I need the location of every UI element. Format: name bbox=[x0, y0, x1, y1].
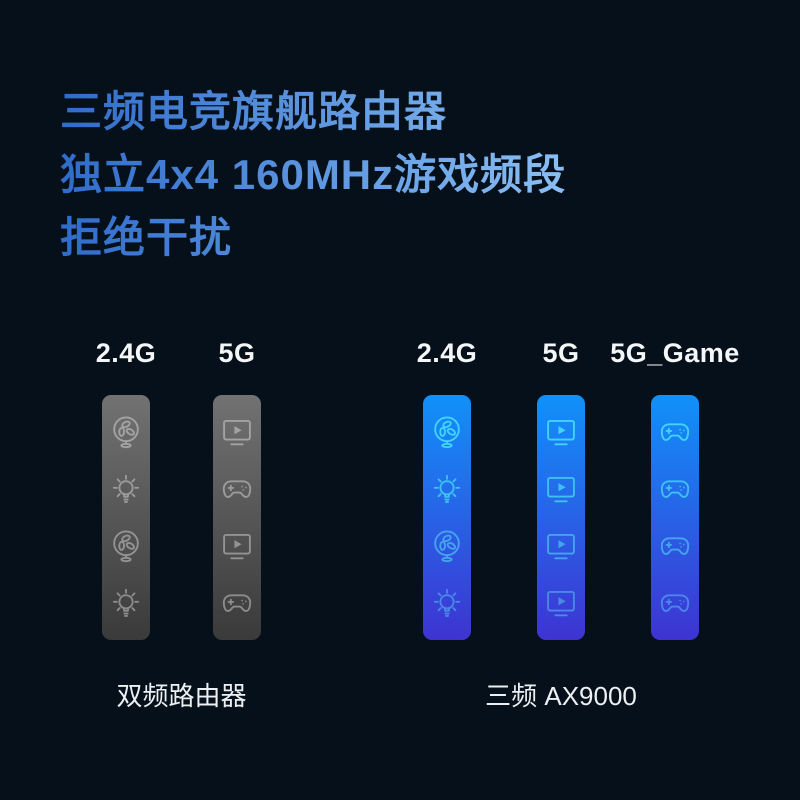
gamepad-icon bbox=[219, 471, 255, 507]
band-bar bbox=[537, 395, 585, 640]
gamepad-icon bbox=[657, 585, 693, 621]
group-caption-dual: 双频路由器 bbox=[116, 681, 247, 711]
title-line-2: 独立4x4 160MHz游戏频段 bbox=[60, 143, 566, 206]
band-label: 5G_Game bbox=[610, 338, 740, 368]
bulb-icon bbox=[108, 471, 144, 507]
band-bar bbox=[213, 395, 261, 640]
tv-icon bbox=[543, 528, 579, 564]
bulb-icon bbox=[429, 585, 465, 621]
tv-icon bbox=[543, 471, 579, 507]
tv-icon bbox=[219, 414, 255, 450]
tv-icon bbox=[543, 585, 579, 621]
fan-icon bbox=[429, 414, 465, 450]
band-label: 2.4G bbox=[95, 338, 157, 368]
gamepad-icon bbox=[657, 414, 693, 450]
band-column: 5G_Game bbox=[610, 338, 739, 640]
band-bar bbox=[102, 395, 150, 640]
title-line-3: 拒绝干扰 bbox=[60, 206, 232, 269]
band-label: 2.4G bbox=[416, 338, 478, 368]
gamepad-icon bbox=[219, 585, 255, 621]
fan-icon bbox=[108, 528, 144, 564]
band-label: 5G bbox=[218, 338, 256, 368]
band-column: 5G bbox=[213, 338, 261, 640]
triband-ax9000-group: 2.4G 5G 5G_Game 三频 AX9000 bbox=[417, 338, 740, 713]
band-bar bbox=[651, 395, 699, 640]
bulb-icon bbox=[429, 471, 465, 507]
fan-icon bbox=[108, 414, 144, 450]
page-title: 三频电竞旗舰路由器 独立4x4 160MHz游戏频段 拒绝干扰 bbox=[60, 80, 566, 269]
fan-icon bbox=[429, 528, 465, 564]
band-bar bbox=[423, 395, 471, 640]
band-label: 5G bbox=[542, 338, 580, 368]
tv-icon bbox=[543, 414, 579, 450]
tv-icon bbox=[219, 528, 255, 564]
gamepad-icon bbox=[657, 528, 693, 564]
triband-columns: 2.4G 5G 5G_Game bbox=[417, 338, 739, 640]
band-column: 2.4G bbox=[96, 338, 156, 640]
dual-band-router-group: 2.4G 5G 双频路由器 bbox=[96, 338, 261, 713]
gamepad-icon bbox=[657, 471, 693, 507]
group-caption-triband: 三频 AX9000 bbox=[485, 681, 637, 711]
band-column: 5G bbox=[537, 338, 585, 640]
dual-band-columns: 2.4G 5G bbox=[96, 338, 261, 640]
title-line-1: 三频电竞旗舰路由器 bbox=[60, 80, 447, 143]
bulb-icon bbox=[108, 585, 144, 621]
band-column: 2.4G bbox=[417, 338, 477, 640]
